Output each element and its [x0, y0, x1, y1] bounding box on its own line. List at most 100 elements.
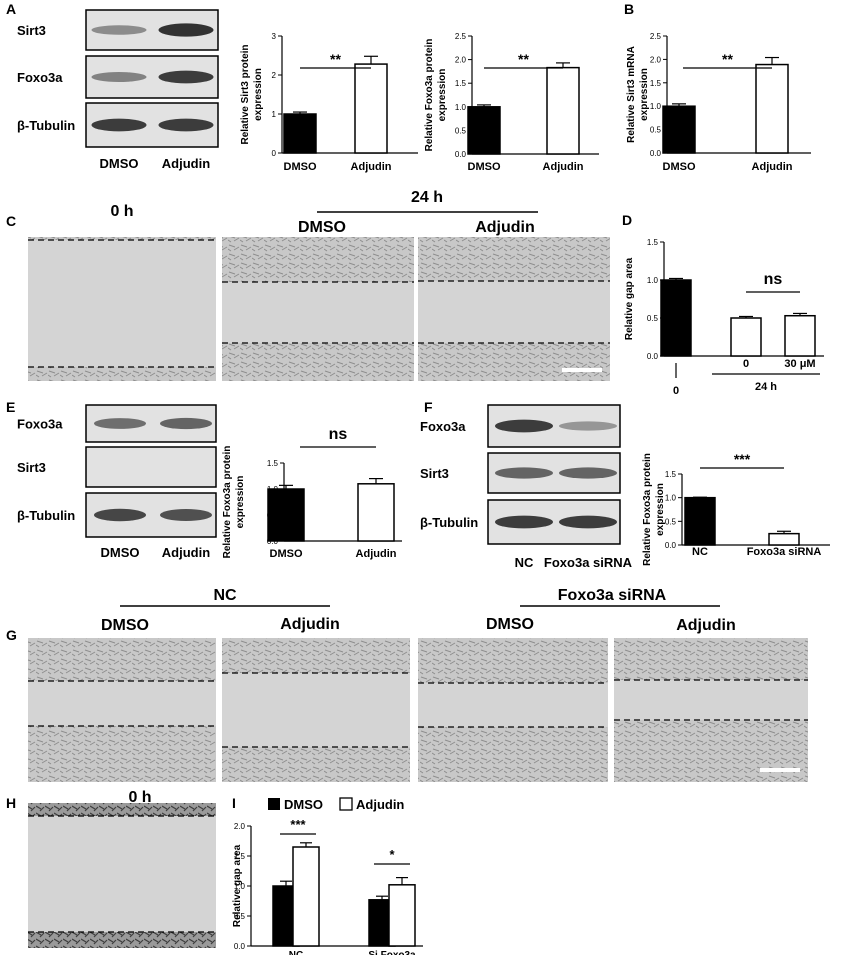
micrograph-g-col-label: Adjudin: [280, 616, 340, 633]
chart-d: 0.0 0.5 1.0 1.5 Relative gap area 0 0 30 μM 24 h…: [624, 238, 824, 397]
micrograph-g-nc-dmso: [28, 638, 216, 782]
legend-label-dmso: DMSO: [284, 797, 323, 812]
cell-layer-bottom: [418, 343, 610, 381]
y-tick-label: 2.0: [650, 55, 662, 64]
cell-layer-top: [614, 638, 808, 680]
panel-label-f: F: [424, 399, 433, 415]
micrograph-g-nc-adjudin: [222, 638, 410, 782]
blot-lane-label: NC: [515, 555, 534, 570]
y-axis-label: Relative Foxo3a protein: [424, 39, 435, 152]
micrograph-h-0h: [28, 803, 216, 948]
blot-row-label: β-Tubulin: [17, 508, 75, 523]
y-tick-label: 0.5: [234, 912, 246, 921]
cell-layer-bottom: [614, 720, 808, 782]
x-tick-label: Foxo3a siRNA: [747, 546, 822, 558]
bar: [755, 63, 789, 154]
panel-label-d: D: [622, 212, 632, 228]
micrograph-c-dmso: [222, 237, 414, 381]
panel-label-e: E: [6, 399, 15, 415]
cell-layer-bottom: [418, 727, 608, 782]
micrograph-c-header-0h: 0 h: [110, 203, 133, 220]
y-tick-label: 0.0: [455, 150, 467, 159]
blot-band: [94, 508, 146, 522]
y-tick-label: 0.0: [665, 541, 677, 550]
blot-band: [160, 417, 212, 430]
blot-band: [158, 23, 214, 37]
micrograph-g-col-label: Adjudin: [676, 617, 736, 634]
blot-band: [158, 70, 214, 84]
x-tick-label: DMSO: [468, 161, 501, 173]
blot-row-label: Foxo3a: [17, 70, 63, 85]
micrograph-background: [28, 237, 216, 381]
cell-layer-bottom: [222, 343, 414, 381]
blot-band: [495, 419, 553, 433]
micrograph-c-header-adjudin: Adjudin: [475, 219, 535, 236]
y-tick-label: 0.0: [234, 942, 246, 951]
y-tick-label: 1.0: [647, 276, 659, 285]
panel-label-b: B: [624, 1, 634, 17]
cell-layer-bottom: [222, 747, 410, 782]
blot-a: Sirt3 Foxo3a β-Tubulin DMSO Adjudin: [17, 9, 219, 171]
micrograph-c-adjudin: [418, 237, 610, 381]
significance-marker: ***: [734, 451, 751, 467]
micrograph-g-col-label: DMSO: [101, 617, 149, 634]
y-tick-label: 0.0: [647, 352, 659, 361]
bar: [730, 317, 762, 357]
y-tick-label: 3: [272, 32, 277, 41]
blot-row-label: Foxo3a: [420, 419, 466, 434]
blot-lane-label: Foxo3a siRNA: [544, 555, 633, 570]
blot-band: [160, 509, 212, 521]
blot-band: [559, 515, 617, 529]
x-tick-label: Adjudin: [356, 548, 397, 560]
y-tick-label: 1: [272, 110, 277, 119]
micrograph-g-group-nc: NC: [213, 587, 237, 604]
blot-row-label: Sirt3: [17, 23, 46, 38]
blot-band: [559, 421, 617, 431]
y-tick-label: 2.5: [455, 32, 467, 41]
significance-marker: **: [518, 51, 529, 67]
micrograph-g-col-label: DMSO: [486, 616, 534, 633]
significance-marker: ns: [329, 426, 348, 443]
y-tick-label: 0.0: [650, 149, 662, 158]
panel-label-a: A: [6, 1, 16, 17]
x-tick-label: Adjudin: [752, 161, 793, 173]
y-tick-label: 1.5: [267, 459, 279, 468]
micrograph-c-header-dmso: DMSO: [298, 219, 346, 236]
x-tick-label: DMSO: [284, 161, 317, 173]
y-axis-label: Relative gap area: [232, 844, 243, 927]
cell-layer-top: [28, 638, 216, 681]
micrograph-background: [28, 803, 216, 948]
micrograph-g-group-foxo3a-sirna: Foxo3a siRNA: [558, 587, 667, 604]
bar: [283, 113, 317, 154]
y-tick-label: 0.5: [647, 314, 659, 323]
micrograph-g-sifoxo3a-dmso: [418, 638, 608, 782]
blot-e: Foxo3a Sirt3 β-Tubulin DMSO Adjudin: [17, 404, 217, 560]
chart-a1: 0 1 2 3 Relative Sirt3 protein expression DMSO…: [240, 32, 418, 173]
blot-band: [94, 418, 146, 429]
y-tick-label: 1.5: [665, 470, 677, 479]
y-tick-label: 1.0: [665, 494, 677, 503]
blot-band: [91, 118, 147, 132]
significance-marker: ***: [290, 817, 306, 832]
significance-marker: **: [330, 51, 341, 67]
blot-panel: [85, 446, 217, 488]
x-tick-label: NC: [692, 546, 708, 558]
blot-band: [495, 467, 553, 479]
scale-bar-line: [760, 768, 800, 772]
x-group-label: 24 h: [755, 381, 777, 393]
panel-label-i: I: [232, 795, 236, 811]
y-tick-label: 0: [272, 149, 277, 158]
panel-label-c: C: [6, 213, 16, 229]
micrograph-c-header-24h: 24 h: [411, 189, 443, 206]
significance-marker: *: [389, 847, 395, 862]
y-axis-label: expression: [235, 476, 246, 529]
y-axis-label: Relative Foxo3a protein: [222, 446, 233, 559]
x-tick-label: Adjudin: [351, 161, 392, 173]
chart-i: 0.0 0.5 1.0 1.5 2.0 Relative gap area NC Si Fox…: [232, 797, 423, 955]
scale-bar-line: [562, 368, 602, 372]
y-tick-label: 1.0: [455, 103, 467, 112]
bar: [546, 66, 580, 155]
bar: [784, 314, 816, 357]
